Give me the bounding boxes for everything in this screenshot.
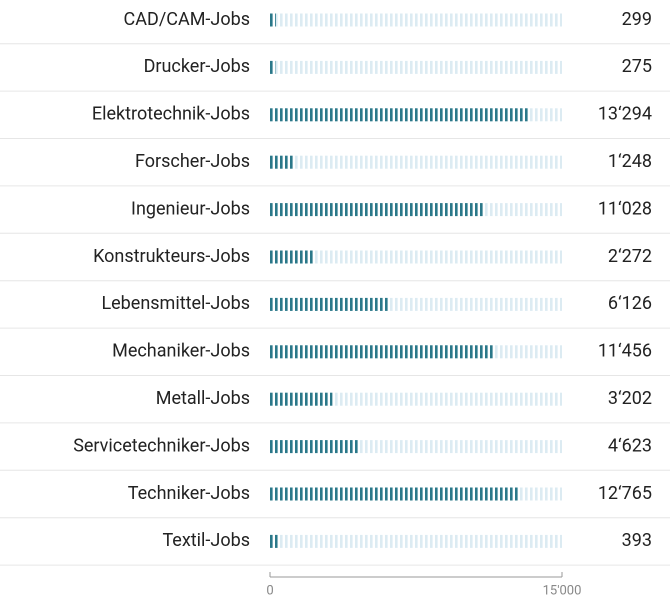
value-label: 4‘623 [608, 435, 652, 456]
category-label: Metall-Jobs [156, 388, 250, 409]
value-label: 13‘294 [598, 104, 652, 125]
value-label: 12‘765 [598, 483, 652, 504]
x-tick-label: 15'000 [543, 583, 582, 598]
bar [270, 203, 485, 217]
value-label: 11‘028 [598, 198, 652, 219]
bar [270, 392, 333, 406]
bar [270, 297, 390, 311]
bar-track [270, 13, 562, 27]
category-label: Elektrotechnik-Jobs [92, 104, 250, 125]
value-label: 3‘202 [608, 388, 652, 409]
bar [270, 487, 519, 501]
category-label: Textil-Jobs [162, 530, 250, 551]
x-tick-label: 0 [266, 583, 273, 598]
value-label: 275 [622, 56, 652, 77]
bar [270, 534, 278, 548]
category-label: Konstrukteurs-Jobs [93, 246, 250, 267]
bar-track [270, 534, 562, 548]
bar-track [270, 155, 562, 169]
category-label: Mechaniker-Jobs [112, 341, 250, 362]
category-label: Drucker-Jobs [144, 56, 250, 77]
bar [270, 108, 529, 122]
value-label: 1‘248 [608, 151, 652, 172]
bar [270, 345, 494, 359]
bar-track [270, 250, 562, 264]
value-label: 299 [622, 9, 652, 30]
bar [270, 155, 295, 169]
value-label: 2‘272 [608, 246, 652, 267]
category-label: Forscher-Jobs [135, 151, 250, 172]
category-label: Ingenieur-Jobs [131, 198, 250, 219]
value-label: 11‘456 [598, 341, 652, 362]
bar-track [270, 60, 562, 74]
value-label: 393 [622, 530, 652, 551]
bar [270, 13, 276, 27]
value-label: 6‘126 [608, 293, 652, 314]
category-label: Lebensmittel-Jobs [101, 293, 250, 314]
bar [270, 60, 276, 74]
bar-track [270, 392, 562, 406]
category-label: Techniker-Jobs [128, 483, 250, 504]
bar [270, 250, 315, 264]
category-label: CAD/CAM-Jobs [124, 9, 250, 30]
category-label: Servicetechniker-Jobs [73, 435, 250, 456]
bar [270, 440, 360, 454]
